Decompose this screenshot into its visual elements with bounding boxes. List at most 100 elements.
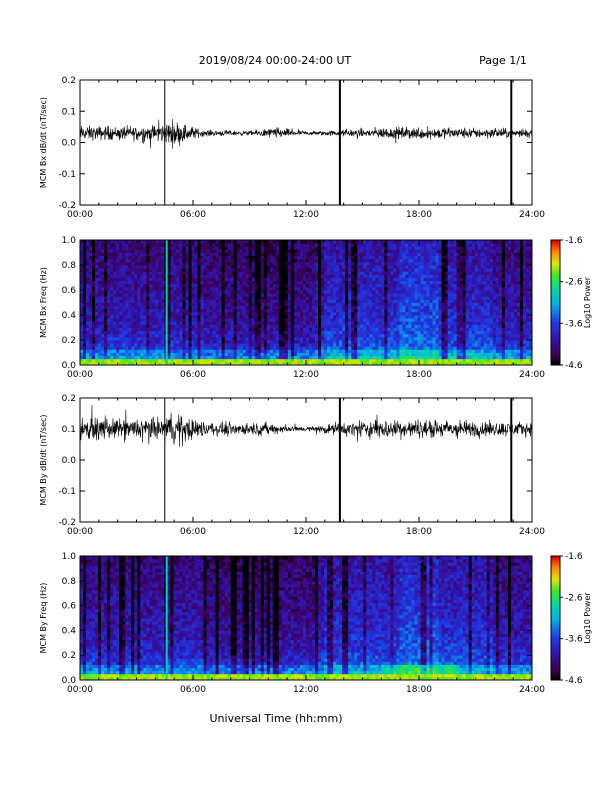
bx-spec-cell bbox=[110, 290, 114, 294]
bx-spec-cell bbox=[224, 246, 229, 250]
bx-spec-cell bbox=[384, 265, 388, 269]
bx-spec-cell bbox=[248, 311, 253, 316]
bx-spec-cell bbox=[80, 277, 84, 282]
bx-spec-cell bbox=[339, 271, 343, 275]
bx-spec-cell bbox=[384, 243, 388, 247]
bx-spec-cell bbox=[302, 308, 307, 313]
bx-spec-cell bbox=[444, 249, 449, 253]
bx-spec-cell bbox=[272, 355, 277, 360]
bx-spec-cell bbox=[435, 274, 439, 278]
bx-spec-cell bbox=[224, 361, 229, 366]
bx-spec-cell bbox=[408, 258, 412, 263]
bx-spec-cell bbox=[275, 293, 280, 297]
bx-spec-cell bbox=[173, 271, 177, 275]
bx-spec-cell bbox=[444, 349, 449, 353]
bx-spec-cell bbox=[315, 255, 319, 260]
bx-spec-cell bbox=[299, 296, 304, 300]
bx-spec-cell bbox=[143, 343, 147, 347]
bx-spec-cell bbox=[345, 274, 349, 278]
bx-spec-cell bbox=[113, 346, 117, 350]
bx-spec-cell bbox=[287, 346, 292, 350]
bx-spec-cell bbox=[122, 296, 126, 300]
bx-spec-cell bbox=[372, 330, 376, 335]
bx-spec-cell bbox=[134, 274, 138, 278]
bx-spec-cell bbox=[212, 346, 216, 350]
bx-spec-cell bbox=[128, 274, 132, 278]
bx-spec-cell bbox=[417, 352, 421, 357]
bx-spec-cell bbox=[281, 340, 286, 344]
bx-spec-cell bbox=[194, 305, 198, 310]
bx-spec-cell bbox=[363, 311, 367, 316]
bx-spec-cell bbox=[143, 333, 147, 338]
bx-spec-cell bbox=[444, 333, 449, 338]
bx-spec-cell bbox=[369, 280, 373, 285]
bx-spec-cell bbox=[272, 358, 277, 363]
bx-spec-cell bbox=[402, 296, 406, 300]
bx-spec-cell bbox=[399, 277, 403, 282]
bx-spec-cell bbox=[275, 283, 280, 288]
bx-spec-cell bbox=[125, 290, 129, 294]
bx-spec-cell bbox=[399, 318, 403, 322]
bx-spec-cell bbox=[197, 346, 201, 350]
bx-spec-cell bbox=[140, 324, 144, 328]
bx-spec-cell bbox=[224, 336, 229, 341]
bx-spec-cell bbox=[306, 277, 310, 282]
bx-spec-cell bbox=[149, 249, 153, 253]
bx-spec-cell bbox=[245, 293, 250, 297]
bx-spec-cell bbox=[182, 299, 186, 303]
bx-spec-cell bbox=[245, 280, 250, 285]
bx-spec-cell bbox=[167, 333, 171, 338]
bx-spec-cell bbox=[378, 286, 382, 291]
bx-spec-cell bbox=[227, 321, 232, 325]
bx-spec-cell bbox=[417, 336, 421, 341]
bx-spec-cell bbox=[227, 283, 232, 288]
bx-spec-cell bbox=[107, 340, 111, 344]
bx-spec-cell bbox=[438, 315, 442, 319]
bx-spec-cell bbox=[387, 249, 391, 253]
bx-spec-cell bbox=[360, 271, 364, 275]
bx-spec-cell bbox=[330, 358, 334, 363]
bx-spec-cell bbox=[269, 280, 274, 285]
bx-spec-cell bbox=[275, 346, 280, 350]
bx-spec-cell bbox=[206, 277, 210, 282]
bx-spec-cell bbox=[227, 327, 232, 332]
bx-spec-cell bbox=[423, 343, 427, 347]
bx-spec-cell bbox=[143, 355, 147, 360]
bx-spec-cell bbox=[414, 330, 418, 335]
bx-spec-cell bbox=[423, 283, 427, 288]
bx-spec-cell bbox=[206, 340, 210, 344]
bx-spec-cell bbox=[179, 336, 183, 341]
bx-spec-cell bbox=[107, 265, 111, 269]
bx-spec-cell bbox=[414, 346, 418, 350]
bx-spec-cell bbox=[429, 352, 433, 357]
bx-spec-cell bbox=[212, 280, 216, 285]
bx-spec-cell bbox=[390, 340, 394, 344]
bx-spec-cell bbox=[128, 318, 132, 322]
bx-spec-cell bbox=[426, 311, 430, 316]
bx-spec-cell bbox=[113, 249, 117, 253]
bx-spec-cell bbox=[125, 299, 129, 303]
bx-spec-cell bbox=[242, 252, 247, 257]
bx-spec-cell bbox=[152, 277, 156, 282]
bx-spec-cell bbox=[89, 336, 93, 341]
bx-spec-cell bbox=[89, 296, 93, 300]
bx-spec-cell bbox=[179, 330, 183, 335]
bx-spec-cell bbox=[420, 343, 424, 347]
bx-spec-cell bbox=[173, 290, 177, 294]
bx-spec-cell bbox=[396, 290, 400, 294]
bx-spec-cell bbox=[318, 243, 322, 247]
bx-spec-cell bbox=[447, 336, 452, 341]
bx-spec-cell bbox=[333, 349, 337, 353]
bx-spec-cell bbox=[272, 296, 277, 300]
bx-spec-cell bbox=[336, 340, 340, 344]
bx-spec-cell bbox=[405, 240, 409, 244]
bx-spec-cell bbox=[393, 265, 397, 269]
bx-spec-cell bbox=[242, 258, 247, 263]
bx-spec-cell bbox=[408, 333, 412, 338]
bx-spec-cell bbox=[95, 324, 99, 328]
bx-spec-cell bbox=[158, 352, 162, 357]
bx-spec-cell bbox=[351, 355, 355, 360]
bx-spec-cell bbox=[215, 343, 220, 347]
bx-spec-cell bbox=[125, 265, 129, 269]
bx-spec-cell bbox=[330, 305, 334, 310]
